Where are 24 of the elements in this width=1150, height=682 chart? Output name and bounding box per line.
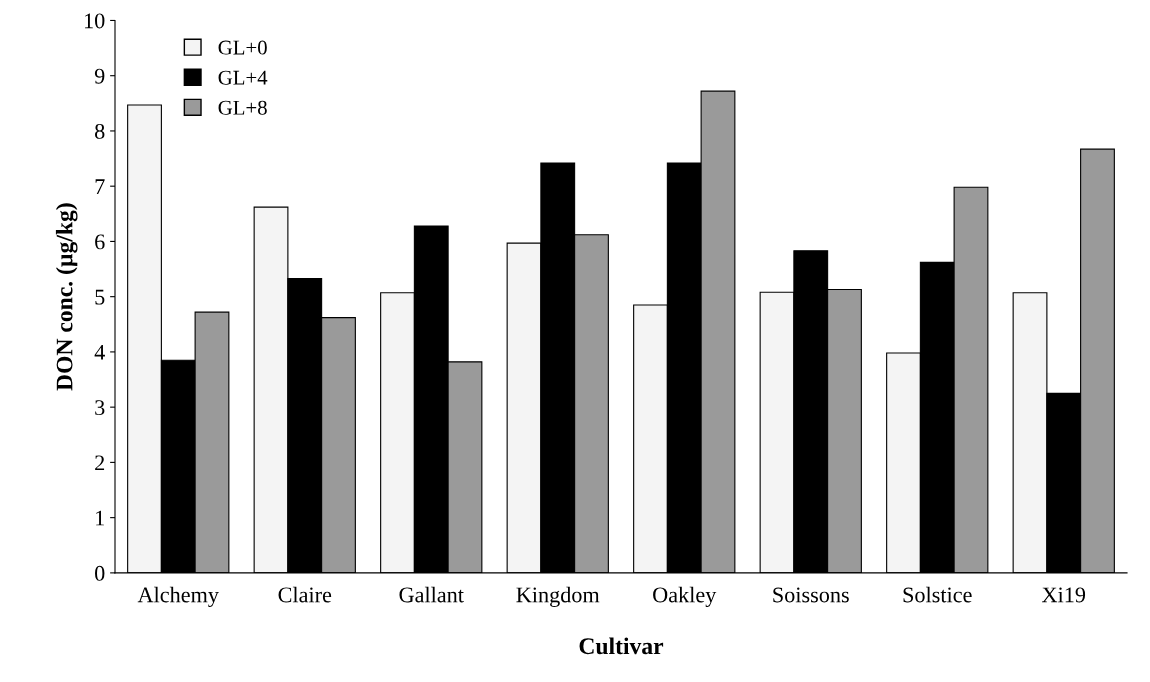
x-tick-label: Oakley [653, 586, 717, 607]
y-tick-label: 2 [95, 455, 105, 471]
y-tick-label: 0 [95, 565, 105, 581]
y-tick-label: 6 [95, 234, 105, 250]
x-tick-label: Solstice [903, 586, 972, 603]
y-tick-label: 10 [85, 13, 105, 29]
y-tick-label: 4 [94, 344, 105, 360]
x-axis-title: Cultivar [579, 637, 664, 655]
x-tick-label: Alchemy [137, 586, 219, 607]
y-tick-label: 3 [95, 400, 105, 416]
y-axis-title: DON conc. (µg/kg) [55, 203, 78, 391]
y-tick-label: 1 [96, 510, 104, 526]
y-tick-label: 9 [94, 68, 105, 84]
legend-label: GL+0 [218, 40, 267, 55]
x-tick-label: Soissons [773, 587, 849, 603]
y-tick-label: 5 [95, 289, 105, 305]
x-tick-label: Claire [278, 586, 332, 603]
y-tick-label: 7 [95, 179, 105, 194]
x-tick-label: Gallant [399, 586, 464, 603]
legend-label: GL+4 [218, 70, 268, 85]
y-tick-label: 8 [95, 123, 105, 139]
legend-label: GL+8 [218, 100, 267, 115]
x-tick-label: Xi19 [1042, 587, 1086, 603]
x-tick-label: Kingdom [516, 586, 600, 607]
